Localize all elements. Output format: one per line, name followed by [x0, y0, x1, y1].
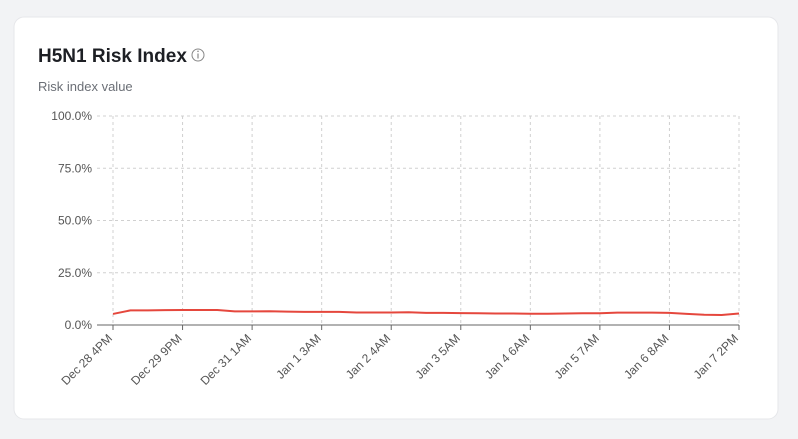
- card: [13, 16, 779, 420]
- y-tick-label: 50.0%: [58, 214, 92, 228]
- y-tick-label: 25.0%: [58, 266, 92, 280]
- y-tick-label: 75.0%: [58, 161, 92, 175]
- chart-title: H5N1 Risk Index: [38, 46, 187, 67]
- data-line: [112, 308, 740, 316]
- chart-subtitle: Risk index value: [38, 79, 133, 94]
- y-tick-label: 100.0%: [51, 109, 92, 123]
- y-tick-label: 0.0%: [65, 318, 93, 332]
- info-icon[interactable]: [191, 48, 205, 62]
